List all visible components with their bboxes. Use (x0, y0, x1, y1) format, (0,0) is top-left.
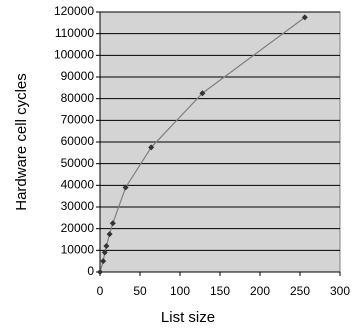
x-tick-label: 150 (210, 284, 230, 298)
marker (148, 144, 155, 151)
y-tick-label: 50000 (61, 156, 95, 170)
marker (101, 249, 108, 256)
y-axis-title: Hardware cell cycles (13, 73, 30, 211)
y-tick-label: 30000 (61, 199, 95, 213)
x-axis-title: List size (161, 309, 215, 326)
y-tick-label: 10000 (61, 243, 95, 257)
y-tick-label: 90000 (61, 69, 95, 83)
y-tick-label: 120000 (54, 4, 94, 18)
marker (100, 258, 107, 265)
x-tick-label: 300 (330, 284, 350, 298)
y-tick-label: 0 (87, 264, 94, 278)
y-tick-label: 20000 (61, 221, 95, 235)
x-tick-label: 100 (170, 284, 190, 298)
y-tick-label: 110000 (55, 26, 94, 40)
x-tick-label: 250 (290, 284, 310, 298)
marker (106, 231, 113, 238)
y-tick-label: 80000 (61, 91, 95, 105)
y-tick-label: 70000 (61, 113, 95, 127)
marker (122, 184, 129, 191)
marker (97, 269, 103, 275)
y-tick-label: 60000 (61, 134, 95, 148)
marker (199, 90, 206, 97)
x-tick-label: 200 (250, 284, 270, 298)
x-tick-label: 50 (133, 284, 147, 298)
marker (109, 220, 116, 227)
marker (301, 14, 308, 21)
x-tick-label: 0 (97, 284, 104, 298)
y-tick-label: 100000 (54, 48, 94, 62)
marker (103, 243, 110, 249)
line (99, 16, 306, 273)
y-tick-label: 40000 (61, 178, 95, 192)
